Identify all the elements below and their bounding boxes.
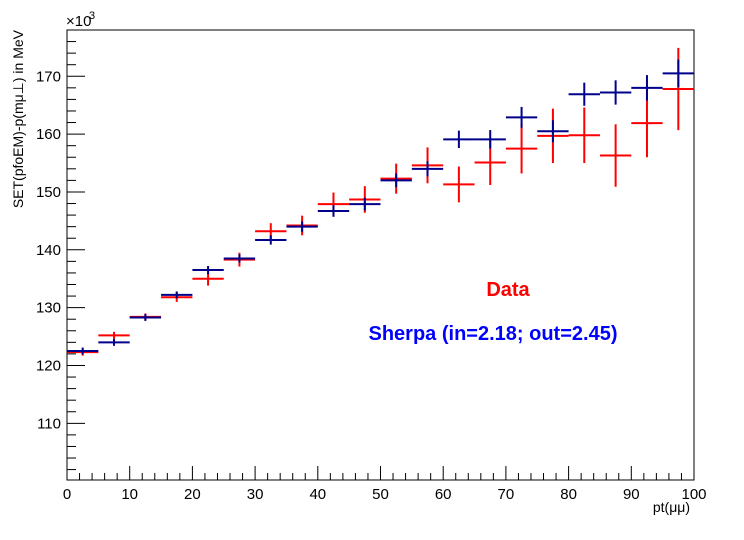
axis-tick-labels: 0 10 20 30 40 50 60 70 80 90 100 110 120 130 140 150 160… [36, 68, 707, 503]
data-point-data [568, 107, 600, 164]
data-point-sherpa [631, 75, 663, 101]
data-point-sherpa [129, 313, 162, 321]
data-point-sherpa [286, 221, 318, 232]
y-tick-label: 120 [36, 357, 61, 374]
data-point-sherpa [380, 173, 412, 188]
data-point-sherpa [317, 205, 350, 217]
x-tick-label: 10 [121, 486, 138, 503]
data-point-data [599, 124, 632, 187]
legend-entry-sherpa: Sherpa (in=2.18; out=2.45) [369, 323, 618, 345]
data-point-sherpa [411, 161, 444, 177]
y-tick-label: 130 [36, 300, 61, 317]
y-tick-label: 170 [36, 68, 61, 85]
x-tick-label: 30 [247, 486, 264, 503]
x-tick-label: 50 [372, 486, 389, 503]
data-point-sherpa [67, 347, 99, 355]
x-tick-label: 20 [184, 486, 201, 503]
data-point-sherpa [161, 291, 193, 299]
y-axis-multiplier: ×10 3 [66, 10, 95, 30]
y-tick-label: 150 [36, 184, 61, 201]
axis-ticks [66, 29, 695, 480]
x-tick-label: 0 [63, 486, 71, 503]
x-tick-label: 100 [681, 486, 706, 503]
y-tick-label: 160 [36, 126, 61, 143]
data-point-sherpa [505, 106, 538, 128]
y-axis-multiplier-base: ×10 [66, 13, 91, 30]
y-tick-label: 110 [37, 415, 61, 432]
data-point-sherpa [599, 80, 632, 105]
data-point-data [505, 123, 538, 174]
x-tick-label: 70 [498, 486, 515, 503]
data-point-sherpa [255, 235, 287, 245]
x-tick-label: 40 [309, 486, 326, 503]
x-tick-label: 80 [560, 486, 577, 503]
data-point-sherpa [474, 130, 506, 149]
data-point-sherpa [443, 130, 475, 148]
data-point-sherpa [223, 254, 256, 263]
data-point-sherpa [349, 197, 381, 211]
data-point-data [443, 166, 475, 203]
plot-frame [66, 29, 695, 481]
legend-entry-data: Data [486, 279, 530, 301]
x-axis-title: pt(μμ) [653, 499, 690, 515]
data-point-sherpa [98, 338, 130, 346]
series-sherpa [67, 59, 694, 355]
y-axis-multiplier-power: 3 [89, 10, 95, 22]
data-point-sherpa [192, 265, 224, 275]
data-point-sherpa [568, 82, 600, 106]
data-point-sherpa [537, 120, 569, 143]
y-tick-label: 140 [36, 242, 61, 259]
data-point-data [98, 331, 130, 339]
y-axis-title: SET(pfoEM)-p(mμ⊥) in MeV [10, 29, 26, 208]
x-tick-label: 90 [623, 486, 640, 503]
x-tick-label: 60 [435, 486, 452, 503]
data-point-sherpa [662, 59, 694, 88]
